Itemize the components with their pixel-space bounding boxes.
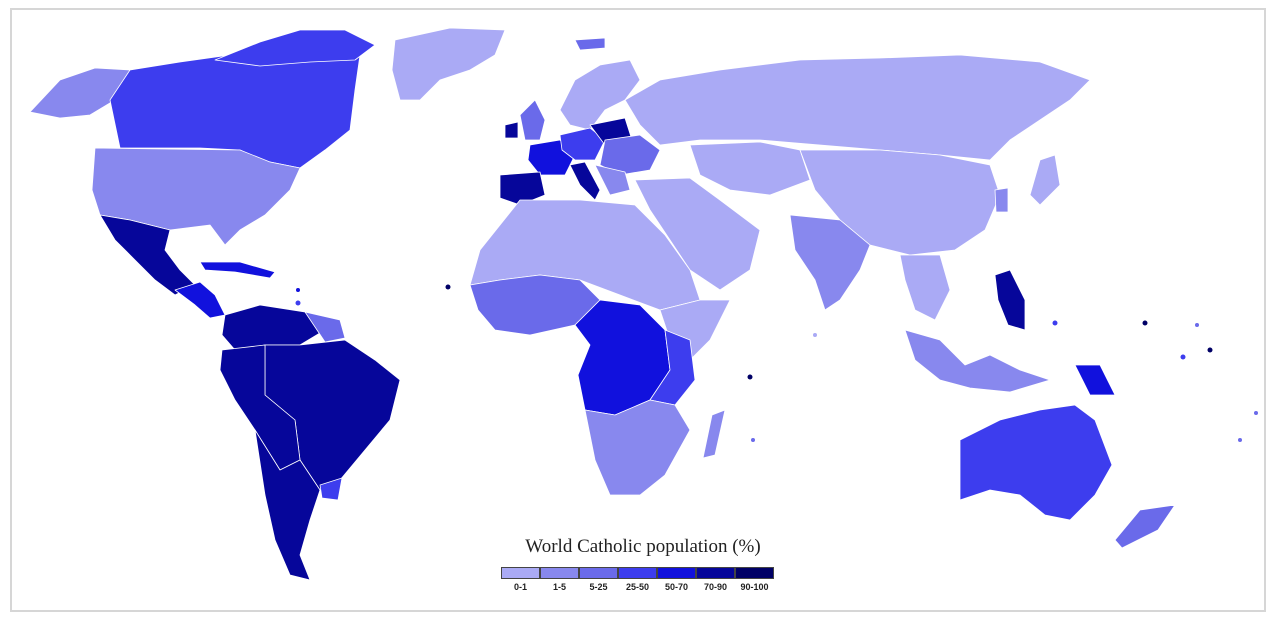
legend-swatch <box>657 567 696 579</box>
region-china <box>799 149 1001 256</box>
island-dot <box>1180 354 1186 360</box>
legend-label: 1-5 <box>552 582 566 592</box>
region-uk <box>519 99 546 141</box>
island-markers <box>295 284 1258 442</box>
legend-swatch <box>735 567 774 579</box>
legend-label: 90-100 <box>740 582 769 592</box>
region-eastern-europe <box>599 134 661 176</box>
legend-title: World Catholic population (%) <box>525 536 761 557</box>
island-dot <box>1207 347 1213 353</box>
region-new-zealand <box>1114 504 1176 549</box>
region-se-asia <box>899 254 951 321</box>
island-dot <box>1052 320 1058 326</box>
region-australia <box>959 404 1113 521</box>
map-legend: World Catholic population (%) 0-1 1-5 5-… <box>498 532 788 596</box>
island-dot <box>296 288 300 292</box>
region-philippines <box>994 269 1026 331</box>
region-greenland <box>391 27 506 101</box>
island-dot <box>747 374 753 380</box>
legend-label: 5-25 <box>589 582 608 592</box>
region-russia <box>624 54 1091 161</box>
region-caribbean <box>199 261 276 279</box>
region-korea <box>994 187 1009 213</box>
region-southern-africa <box>584 399 691 496</box>
island-dot <box>1195 323 1199 327</box>
region-scandinavia <box>559 59 641 131</box>
region-png <box>1074 364 1116 396</box>
island-dot <box>1142 320 1148 326</box>
legend-swatch <box>501 567 540 579</box>
region-uruguay <box>319 477 343 501</box>
region-indonesia <box>904 329 1051 393</box>
island-dot <box>751 438 755 442</box>
island-dot <box>445 284 451 290</box>
region-madagascar <box>702 409 726 459</box>
legend-swatch <box>618 567 657 579</box>
region-ireland <box>504 121 519 139</box>
legend-swatch <box>696 567 735 579</box>
region-middle-east <box>634 177 761 291</box>
legend-label: 70-90 <box>703 582 728 592</box>
legend-swatch <box>540 567 579 579</box>
legend-swatch <box>579 567 618 579</box>
region-japan <box>1029 154 1061 206</box>
legend-swatches <box>501 567 774 579</box>
region-canada <box>109 34 361 169</box>
island-dot <box>1238 438 1242 442</box>
legend-labels: 0-1 1-5 5-25 25-50 50-70 70-90 90-100 <box>501 582 774 592</box>
region-iceland <box>574 37 606 51</box>
legend-label: 25-50 <box>625 582 650 592</box>
region-central-europe <box>559 127 606 161</box>
island-dot <box>295 300 301 306</box>
island-dot <box>1254 411 1258 415</box>
region-guianas <box>304 311 346 343</box>
region-canada-islands <box>214 29 376 67</box>
region-balkans <box>594 164 631 196</box>
region-central-america <box>174 281 226 319</box>
region-italy <box>569 161 601 201</box>
legend-label: 50-70 <box>664 582 689 592</box>
region-northern-south-america <box>221 304 326 351</box>
region-southern-cone <box>254 429 321 581</box>
region-india <box>789 214 871 311</box>
region-central-asia <box>689 141 811 196</box>
island-dot <box>813 333 817 337</box>
legend-label: 0-1 <box>513 582 527 592</box>
